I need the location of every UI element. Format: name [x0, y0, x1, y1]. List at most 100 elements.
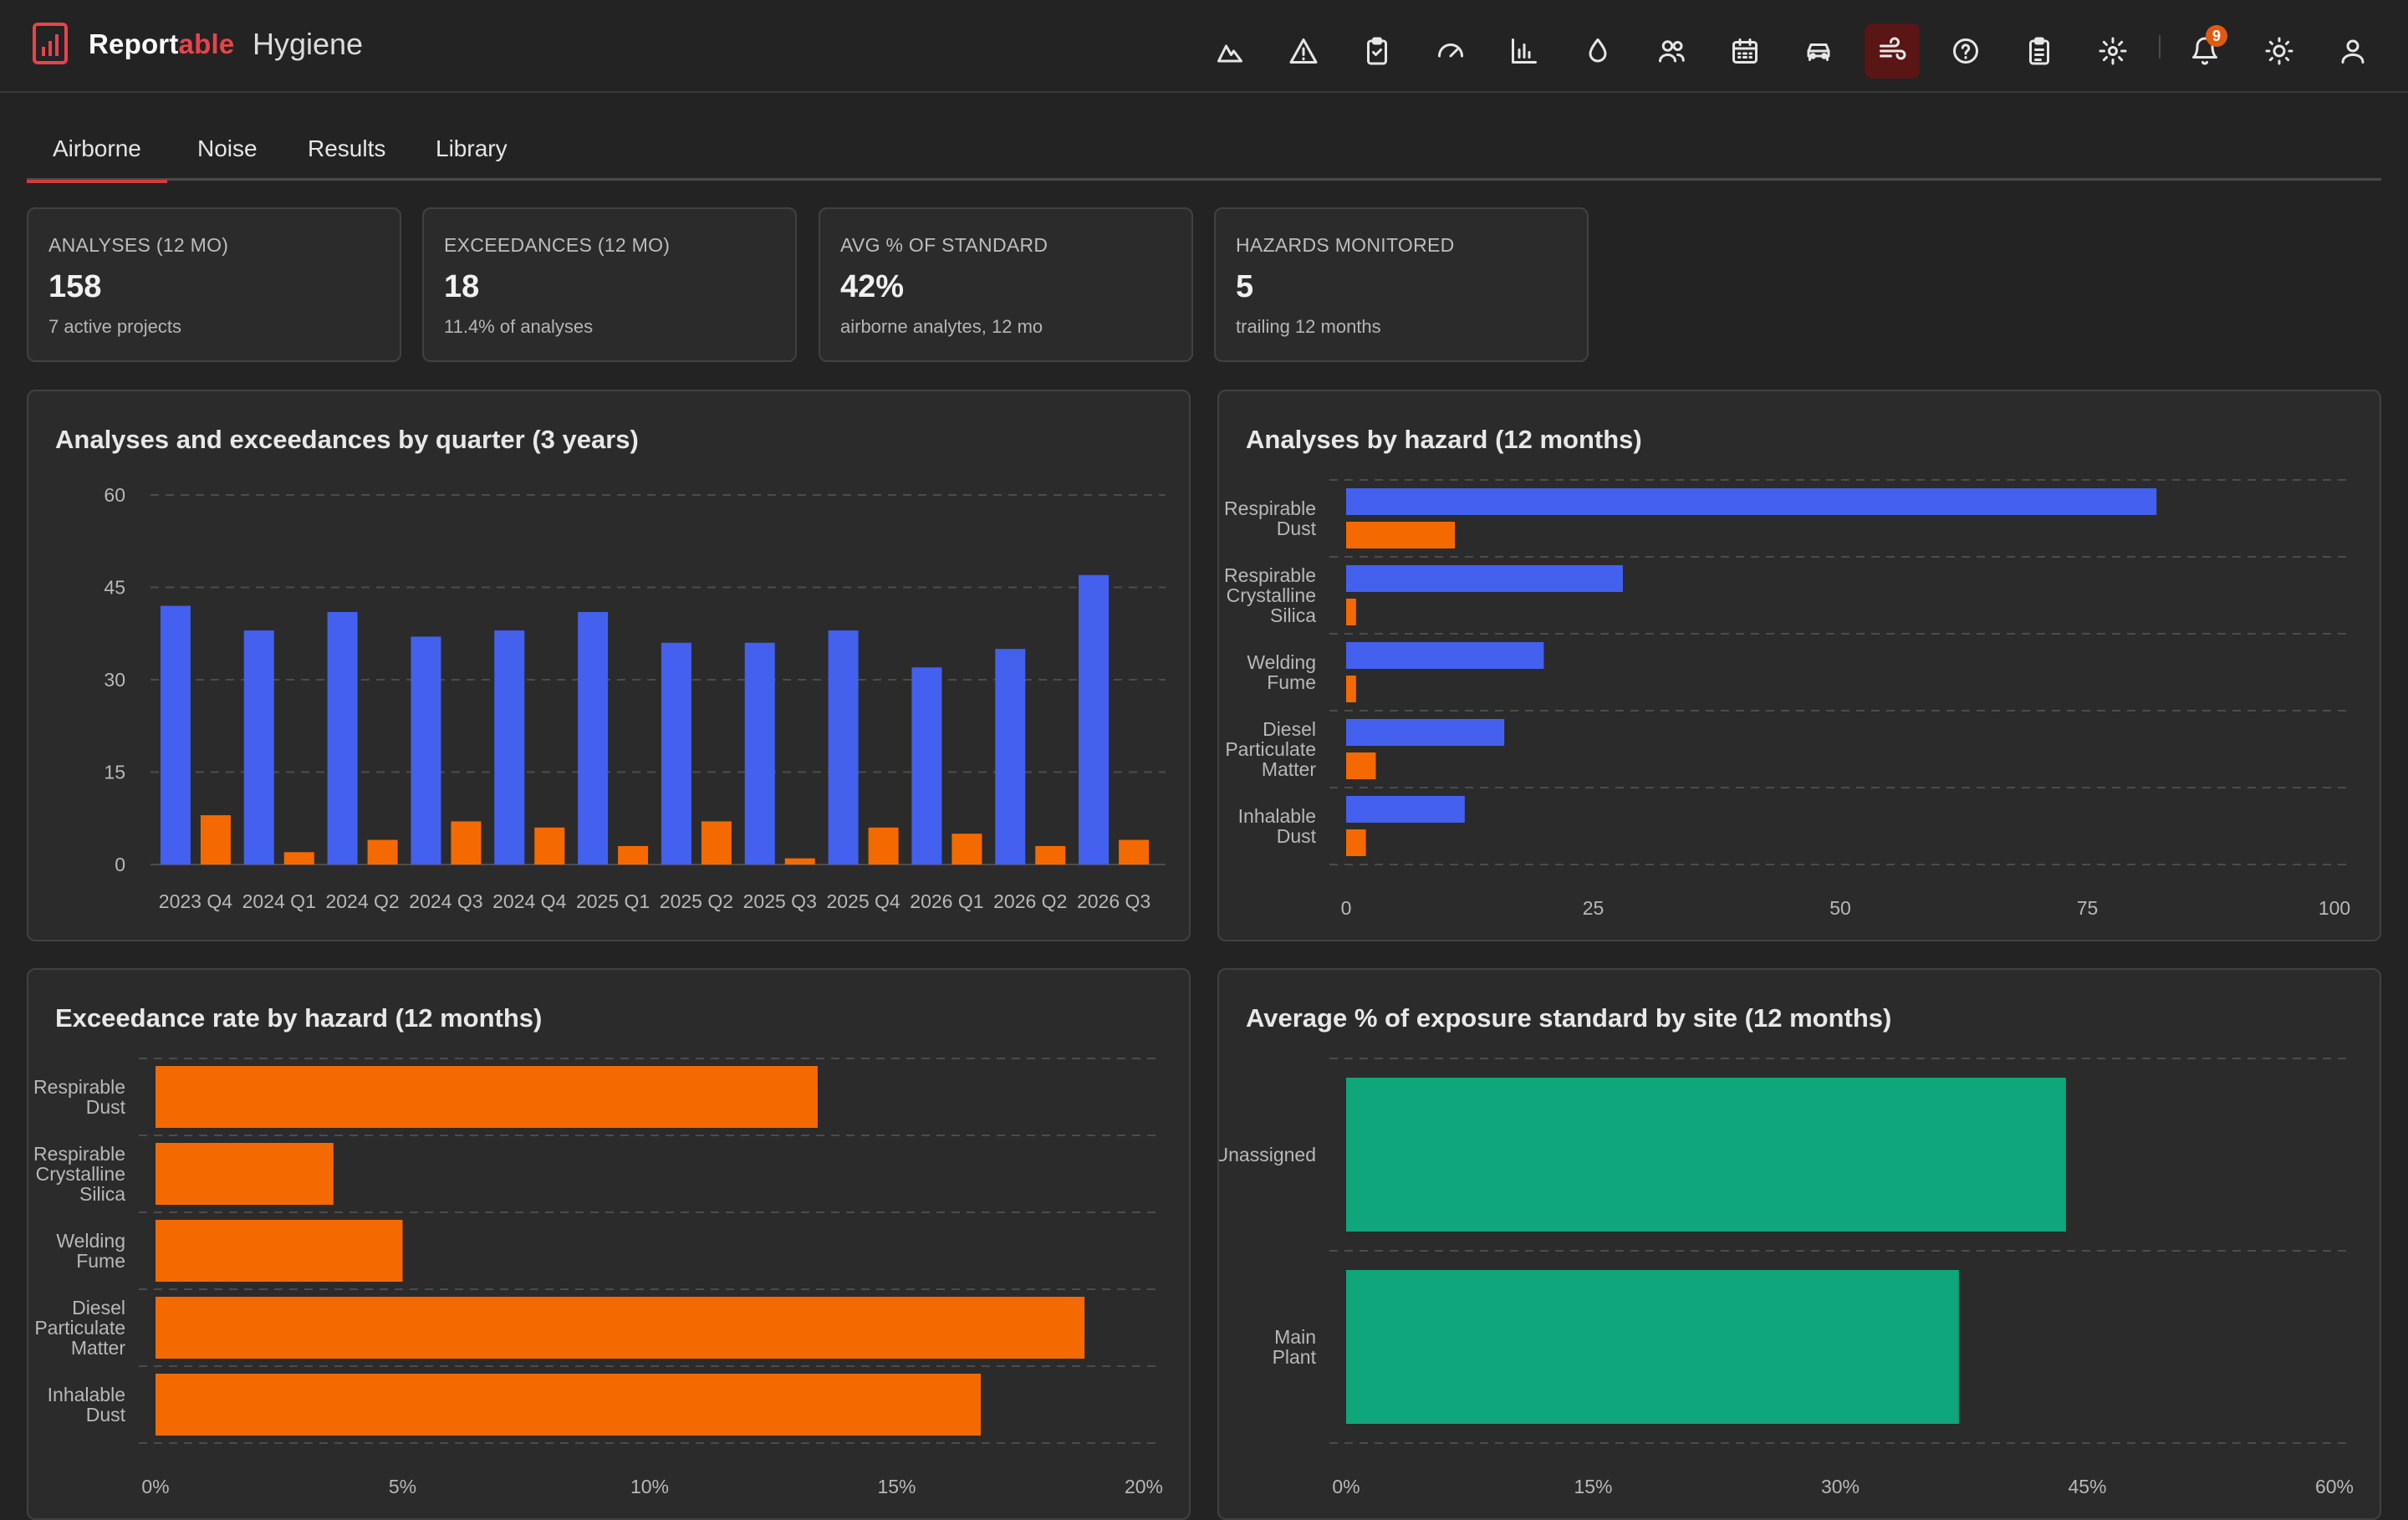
stat-value: 42%: [840, 269, 905, 304]
stat-label: AVG % OF STANDARD: [840, 234, 1048, 256]
nav-mountain-button[interactable]: [1202, 23, 1258, 79]
x-tick-label: 100: [2319, 897, 2350, 919]
exceedances-bar: [1346, 829, 1366, 856]
warning-icon: [1289, 38, 1318, 64]
category-label: Diesel: [72, 1297, 125, 1319]
category-label: Inhalable: [48, 1384, 125, 1405]
nav-bar-chart-button[interactable]: [1497, 23, 1552, 79]
nav-clipboard-check-button[interactable]: [1349, 23, 1405, 79]
nav-gear-button[interactable]: [2085, 23, 2140, 79]
exceedances-bar: [868, 827, 899, 865]
exceedances-bar: [367, 839, 398, 865]
nav-gauge-button[interactable]: [1423, 23, 1478, 79]
y-tick-label: 15: [104, 762, 125, 783]
tab-noise[interactable]: Noise: [197, 135, 258, 161]
chart-title: Average % of exposure standard by site (…: [1246, 1003, 1892, 1033]
chart-title: Analyses and exceedances by quarter (3 y…: [55, 425, 639, 454]
x-tick-label: 2026 Q1: [910, 890, 983, 912]
stat-subtext: 11.4% of analyses: [444, 316, 594, 337]
mountain-icon: [1217, 44, 1242, 63]
stat-subtext: trailing 12 months: [1236, 316, 1381, 337]
analyses-bar: [160, 605, 191, 865]
category-label: Unassigned: [1219, 1144, 1316, 1166]
category-label: Respirable: [33, 1076, 125, 1098]
exceedances-bar: [451, 821, 482, 865]
x-tick-label: 2024 Q3: [409, 890, 482, 912]
category-label: Fume: [1267, 671, 1316, 693]
x-tick-label: 5%: [389, 1476, 416, 1497]
exceedance-rate-bar-chart: 0% 5% 10% 15% 20%RespirableDustRespirableCry…: [33, 1058, 1163, 1497]
brand-name[interactable]: Reportable: [89, 28, 234, 60]
stat-card-analyses: ANALYSES (12 MO) 158 7 active projects: [27, 207, 401, 362]
category-label: Silica: [1270, 604, 1316, 626]
nav-warning-button[interactable]: [1276, 23, 1331, 79]
section-tabs: Airborne Noise Results Library: [27, 125, 2381, 183]
category-label: Particulate: [1225, 738, 1316, 760]
category-label: Crystalline: [36, 1163, 125, 1185]
bell-icon: [2192, 37, 2217, 65]
account-button[interactable]: [2325, 23, 2380, 79]
exceedances-bar: [1346, 522, 1456, 548]
nav-users-button[interactable]: [1644, 23, 1699, 79]
analyses-bar: [1346, 488, 2157, 515]
x-tick-label: 15%: [1574, 1476, 1612, 1497]
exceedances-bar: [1346, 752, 1376, 779]
exceedances-bar: [618, 845, 649, 865]
bar-chart-icon: [1512, 38, 1537, 64]
y-tick-label: 45: [104, 577, 125, 599]
hazard-analyses-panel: Analyses by hazard (12 months) 0 25 50 75 10…: [1217, 390, 2381, 941]
wind-icon: [1880, 37, 1906, 60]
category-label: Diesel: [1263, 718, 1316, 740]
y-tick-label: 30: [104, 669, 125, 691]
value-bar: [156, 1297, 1085, 1359]
category-label: Respirable: [1224, 497, 1316, 519]
category-label: Dust: [86, 1096, 126, 1118]
value-bar: [1346, 1078, 2066, 1232]
tab-airborne[interactable]: Airborne: [27, 125, 167, 183]
nav-vehicle-button[interactable]: [1791, 23, 1846, 79]
clipboard-list-icon: [2029, 37, 2049, 65]
x-tick-label: 0: [1341, 897, 1352, 919]
x-tick-label: 0%: [141, 1476, 169, 1497]
gear-icon: [2099, 37, 2127, 65]
module-name: Hygiene: [253, 27, 364, 61]
analyses-bar: [411, 636, 441, 865]
x-tick-label: 10%: [630, 1476, 669, 1497]
category-label: Welding: [56, 1230, 125, 1252]
nav-droplet-button[interactable]: [1570, 23, 1625, 79]
analyses-bar: [661, 642, 691, 865]
category-label: Dust: [86, 1404, 126, 1426]
nav-help-button[interactable]: [1938, 23, 1993, 79]
exceedance-rate-panel: Exceedance rate by hazard (12 months) 0%…: [27, 968, 1191, 1520]
exceedances-bar: [1035, 845, 1066, 865]
analyses-bar: [744, 642, 775, 865]
analyses-bar: [1346, 719, 1505, 746]
exceedances-bar: [534, 827, 565, 865]
tab-results[interactable]: Results: [308, 135, 386, 161]
top-bar: Reportable Hygiene 9: [0, 0, 2408, 93]
analyses-bar: [1079, 574, 1110, 865]
nav-calendar-button[interactable]: [1717, 23, 1773, 79]
x-tick-label: 2025 Q3: [743, 890, 817, 912]
stat-card-hazards: HAZARDS MONITORED 5 trailing 12 months: [1214, 207, 1589, 362]
nav-wind-button[interactable]: [1865, 23, 1920, 79]
x-tick-label: 50: [1829, 897, 1851, 919]
x-tick-label: 2023 Q4: [159, 890, 232, 912]
analyses-bar: [1346, 642, 1544, 669]
x-tick-label: 25: [1583, 897, 1604, 919]
nav-clipboard-list-button[interactable]: [2012, 23, 2067, 79]
theme-toggle-button[interactable]: [2252, 23, 2307, 79]
category-label: Silica: [79, 1183, 125, 1205]
value-bar: [1346, 1270, 1959, 1424]
notifications-button[interactable]: 9: [2177, 23, 2232, 79]
category-label: Dust: [1277, 518, 1317, 539]
x-tick-label: 30%: [1821, 1476, 1860, 1497]
analyses-bar: [1346, 796, 1465, 823]
tab-library[interactable]: Library: [436, 135, 508, 161]
exceedances-bar: [1346, 599, 1356, 625]
category-label: Inhalable: [1238, 805, 1316, 827]
help-icon: [1953, 38, 1978, 64]
stat-label: ANALYSES (12 MO): [48, 234, 229, 256]
analyses-bar: [578, 611, 609, 865]
